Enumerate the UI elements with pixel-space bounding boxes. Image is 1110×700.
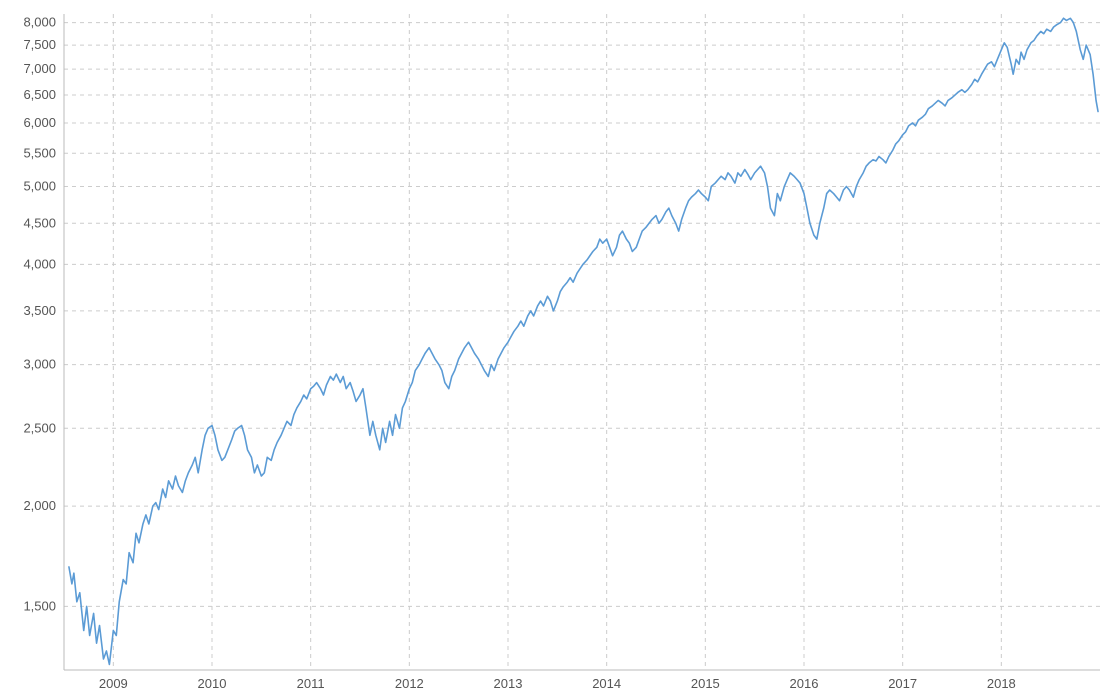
x-tick-label: 2015 [691, 676, 720, 691]
x-tick-label: 2017 [888, 676, 917, 691]
y-tick-label: 6,500 [23, 87, 56, 102]
y-tick-label: 1,500 [23, 598, 56, 613]
x-tick-label: 2014 [592, 676, 621, 691]
y-tick-label: 3,000 [23, 357, 56, 372]
x-tick-label: 2013 [494, 676, 523, 691]
line-chart: 1,500 2,000 2,500 3,000 3,500 4,000 4,500 5,000… [0, 0, 1110, 700]
y-tick-label: 4,500 [23, 215, 56, 230]
x-tick-label: 2011 [297, 676, 325, 691]
x-tick-label: 2009 [99, 676, 128, 691]
x-tick-label: 2012 [395, 676, 424, 691]
y-tick-label: 5,500 [23, 145, 56, 160]
x-tick-label: 2018 [987, 676, 1016, 691]
y-tick-label: 4,000 [23, 256, 56, 271]
y-tick-label: 8,000 [23, 15, 56, 30]
y-tick-label: 2,000 [23, 498, 56, 513]
chart-svg: 1,500 2,000 2,500 3,000 3,500 4,000 4,500 5,000… [0, 0, 1110, 700]
y-tick-label: 6,000 [23, 115, 56, 130]
y-tick-label: 5,000 [23, 179, 56, 194]
y-tick-label: 3,500 [23, 303, 56, 318]
y-tick-label: 7,500 [23, 37, 56, 52]
y-tick-label: 2,500 [23, 420, 56, 435]
y-tick-label: 7,000 [23, 61, 56, 76]
x-tick-label: 2010 [198, 676, 227, 691]
x-tick-label: 2016 [790, 676, 819, 691]
